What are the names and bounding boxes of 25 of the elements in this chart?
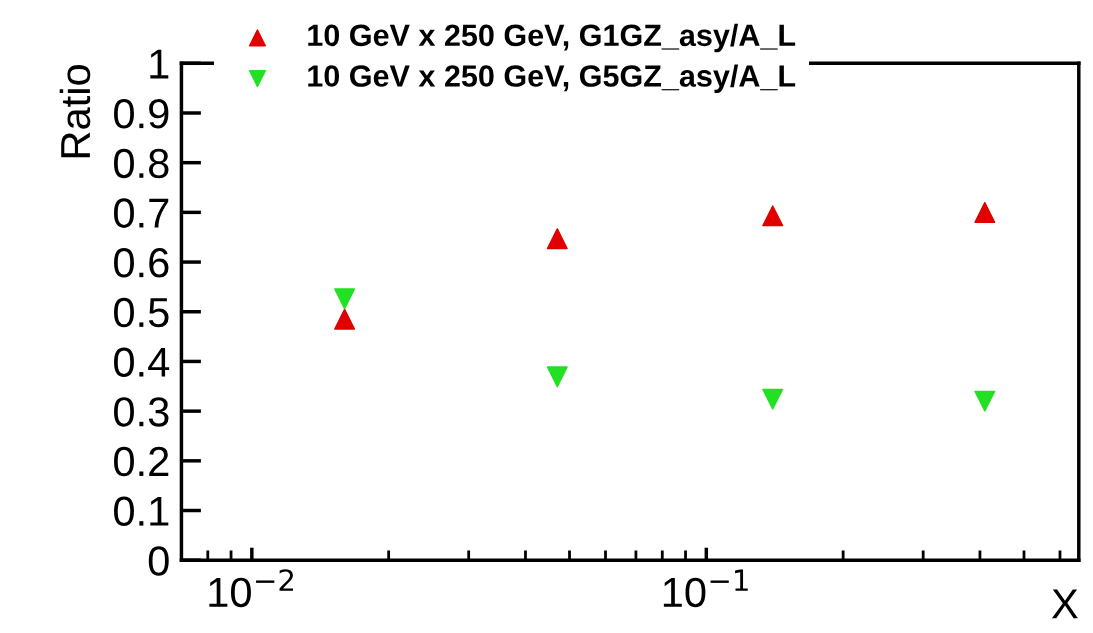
y-tick-label: 0.5 bbox=[114, 297, 169, 328]
legend-label: 10 GeV x 250 GeV, G5GZ_asy/A_L bbox=[308, 64, 796, 93]
y-tick-label: 0 bbox=[148, 546, 169, 576]
y-tick-label: 0.8 bbox=[114, 148, 169, 179]
y-tick-label: 0.3 bbox=[114, 397, 169, 427]
y-tick-label: 0.6 bbox=[114, 248, 169, 278]
y-tick-label: 1 bbox=[150, 49, 169, 79]
point bbox=[546, 366, 568, 388]
point bbox=[762, 205, 784, 227]
y-tick-label: 0.7 bbox=[114, 198, 169, 228]
y-tick-label: 0.2 bbox=[114, 446, 169, 477]
point bbox=[334, 308, 356, 330]
x-axis-title: X bbox=[1051, 589, 1078, 619]
point bbox=[974, 201, 996, 223]
x-tick-label: 10$^{−2}$ bbox=[209, 569, 294, 608]
y-tick-label: 0.4 bbox=[114, 347, 170, 377]
point bbox=[762, 388, 784, 410]
point bbox=[546, 228, 568, 250]
y-tick-label: 0.1 bbox=[114, 496, 169, 527]
x-tick-label: 10$^{−1}$ bbox=[663, 569, 748, 608]
point bbox=[974, 390, 996, 412]
y-axis-title: Ratio bbox=[59, 65, 91, 158]
legend-label: 10 GeV x 250 GeV, G1GZ_asy/A_L bbox=[308, 23, 796, 53]
y-tick-label: 0.9 bbox=[114, 98, 169, 129]
point bbox=[334, 288, 356, 310]
